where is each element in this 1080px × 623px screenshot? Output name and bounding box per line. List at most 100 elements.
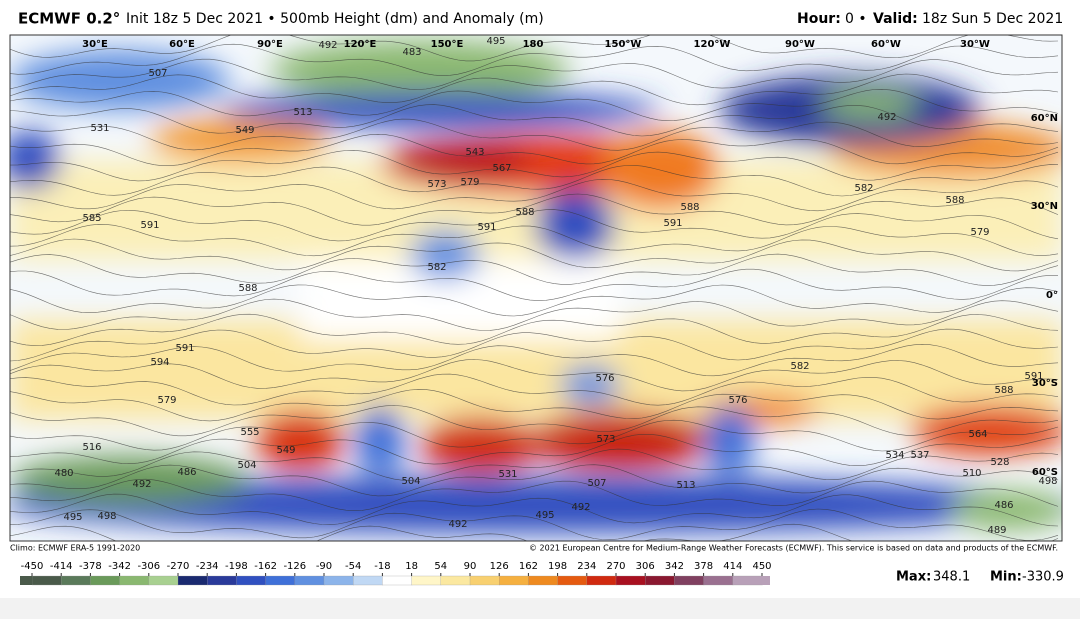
title-brand: ECMWF 0.2° [18, 10, 120, 28]
contour-label: 486 [994, 500, 1013, 511]
colorbar-swatch [148, 575, 179, 586]
contour-label: 582 [427, 262, 446, 273]
longitude-label: 120°E [344, 39, 377, 50]
colorbar-swatch [265, 575, 296, 586]
colorbar-tick-label: -270 [167, 561, 190, 572]
contour-label: 513 [676, 480, 695, 491]
contour-line [10, 328, 1059, 362]
contour-label: 492 [132, 479, 151, 490]
colorbar-tick-label: 54 [434, 561, 447, 572]
contour-line [10, 508, 1059, 541]
colorbar-swatch [732, 575, 763, 586]
colorbar-swatch [119, 575, 150, 586]
contour-line [10, 419, 1059, 452]
colorbar-tick-label: 162 [519, 561, 538, 572]
longitude-label: 180 [523, 39, 544, 50]
contour-line [10, 178, 1059, 212]
contour-label: 495 [63, 512, 82, 523]
hour-value: 0 • [845, 11, 867, 27]
contour-label: 495 [535, 510, 554, 521]
bottom-strip [0, 598, 1080, 619]
contour-label: 582 [854, 183, 873, 194]
contour-line [10, 343, 1059, 377]
colorbar-swatch [90, 575, 121, 586]
colorbar-swatch [382, 575, 413, 586]
colorbar-tick-label: -162 [254, 561, 277, 572]
contour-label: 582 [790, 361, 809, 372]
colorbar-tick-label: 126 [490, 561, 509, 572]
longitude-label: 150°W [605, 39, 642, 50]
contour-line [10, 43, 1059, 77]
longitude-label: 120°W [694, 39, 731, 50]
colorbar-swatch [236, 575, 267, 586]
contour-label: 579 [970, 227, 989, 238]
colorbar-swatch [557, 575, 588, 586]
contour-line [10, 73, 1059, 106]
contour-label: 492 [877, 112, 896, 123]
longitude-label: 30°W [960, 39, 990, 50]
contour-line [10, 284, 1059, 317]
colorbar-tick-label: -342 [108, 561, 131, 572]
contour-label: 591 [663, 218, 682, 229]
contour-label: 531 [90, 123, 109, 134]
contour-line [10, 238, 1059, 272]
contour-label: 576 [595, 373, 614, 384]
colorbar-tick-label: 342 [665, 561, 684, 572]
latitude-label: 30°S [1032, 378, 1058, 389]
colorbar-end [20, 576, 32, 585]
contour-line [10, 104, 1059, 137]
contour-line [10, 133, 1059, 166]
contour-line [10, 434, 1059, 467]
contour-label: 492 [571, 502, 590, 513]
contour-label: 564 [968, 429, 987, 440]
longitude-label: 60°E [169, 39, 195, 50]
contour-line [10, 164, 1059, 197]
colorbar-tick-label: 306 [636, 561, 655, 572]
contour-label: 516 [82, 442, 101, 453]
contour-label: 537 [910, 450, 929, 461]
contour-label: 573 [596, 434, 615, 445]
contour-label: 585 [82, 213, 101, 224]
colorbar-swatch [674, 575, 705, 586]
contour-line [10, 405, 1059, 437]
contour-label: 567 [492, 163, 511, 174]
contour-label: 504 [237, 460, 256, 471]
contour-label: 588 [945, 195, 964, 206]
colorbar-swatch [440, 575, 471, 586]
contour-line [10, 298, 1059, 331]
contour-line [10, 209, 1059, 242]
longitude-label: 30°E [82, 39, 108, 50]
colorbar-tick-label: 18 [405, 561, 418, 572]
longitude-label: 60°W [871, 39, 901, 50]
max-label: Max: [896, 570, 931, 585]
contour-label: 579 [460, 177, 479, 188]
max-value: 348.1 [933, 570, 970, 585]
contour-line [10, 268, 1058, 301]
colorbar-tick-label: -306 [137, 561, 160, 572]
contour-line [10, 118, 1059, 151]
contour-label: 588 [994, 385, 1013, 396]
contour-label: 591 [477, 222, 496, 233]
contour-label: 489 [987, 525, 1006, 536]
contour-label: 507 [587, 478, 606, 489]
colorbar-tick-label: -414 [50, 561, 73, 572]
contour-line [10, 149, 1059, 182]
contour-line [10, 313, 1059, 346]
colorbar-tick-label: -378 [79, 561, 102, 572]
contour-line [10, 88, 1059, 122]
contour-label: 591 [175, 343, 194, 354]
valid-label: Valid: [873, 11, 918, 27]
contour-label: 498 [97, 511, 116, 522]
colorbar-tick-label: 378 [694, 561, 713, 572]
colorbar-tick-label: -18 [374, 561, 390, 572]
contour-label: 549 [235, 125, 254, 136]
colorbar-swatch [207, 575, 238, 586]
colorbar-swatch [499, 575, 530, 586]
colorbar-swatch [353, 575, 384, 586]
colorbar-tick-label: 198 [548, 561, 567, 572]
contour-label: 591 [140, 220, 159, 231]
colorbar-swatch [586, 575, 617, 586]
contour-label: 483 [402, 47, 421, 58]
colorbar-swatch [411, 575, 442, 586]
colorbar-tick-label: 90 [464, 561, 477, 572]
